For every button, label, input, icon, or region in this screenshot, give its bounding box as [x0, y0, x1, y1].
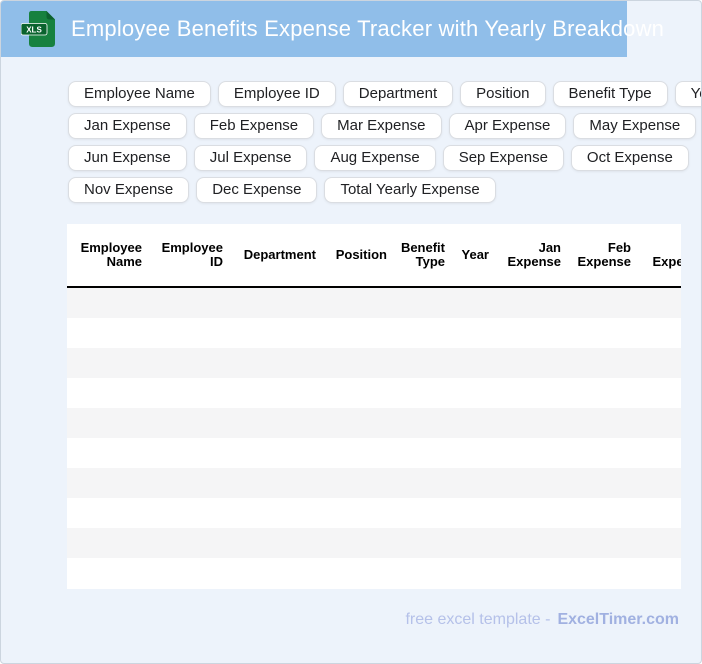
chip-mar-expense[interactable]: Mar Expense: [321, 113, 442, 139]
table-row: [67, 468, 681, 498]
chip-dec-expense[interactable]: Dec Expense: [196, 177, 318, 203]
chip-total-yearly-expense[interactable]: Total Yearly Expense: [324, 177, 496, 203]
field-chips: Employee Name Employee ID Department Pos…: [68, 81, 701, 203]
footer-text: free excel template -: [405, 611, 551, 628]
chip-nov-expense[interactable]: Nov Expense: [68, 177, 190, 203]
xls-file-icon: XLS: [21, 10, 55, 47]
table-row: [67, 558, 681, 588]
chip-year[interactable]: Year: [674, 81, 701, 107]
table-header-row: Employee Name Employee ID Department Pos…: [67, 224, 681, 288]
chip-row-1: Employee Name Employee ID Department Pos…: [68, 81, 701, 107]
title-banner: XLS Employee Benefits Expense Tracker wi…: [1, 1, 664, 57]
col-header-department: Department: [243, 247, 316, 262]
chip-aug-expense[interactable]: Aug Expense: [314, 145, 436, 171]
chip-feb-expense[interactable]: Feb Expense: [193, 113, 315, 139]
table-row: [67, 378, 681, 408]
page-title: Employee Benefits Expense Tracker with Y…: [71, 16, 665, 41]
chip-jun-expense[interactable]: Jun Expense: [68, 145, 187, 171]
chip-apr-expense[interactable]: Apr Expense: [448, 113, 567, 139]
spreadsheet-preview: Employee Name Employee ID Department Pos…: [67, 224, 681, 589]
chip-employee-name[interactable]: Employee Name: [68, 81, 211, 107]
table-row: [67, 528, 681, 558]
table-row: [67, 438, 681, 468]
chip-department[interactable]: Department: [342, 81, 454, 107]
xls-badge-text: XLS: [26, 25, 42, 34]
table-body: [67, 288, 681, 588]
chip-may-expense[interactable]: May Expense: [573, 113, 697, 139]
chip-sep-expense[interactable]: Sep Expense: [442, 145, 564, 171]
table-row: [67, 348, 681, 378]
col-header-jan-expense: Jan Expense: [507, 240, 561, 269]
col-header-employee-name: Employee Name: [80, 240, 142, 269]
table-row: [67, 318, 681, 348]
chip-row-2: Jan Expense Feb Expense Mar Expense Apr …: [68, 113, 701, 139]
chip-jan-expense[interactable]: Jan Expense: [68, 113, 187, 139]
col-header-year: Year: [461, 247, 489, 262]
chip-employee-id[interactable]: Employee ID: [217, 81, 336, 107]
col-header-benefit-type: Benefit Type: [400, 240, 445, 269]
chip-benefit-type[interactable]: Benefit Type: [552, 81, 668, 107]
chip-position[interactable]: Position: [460, 81, 546, 107]
chip-oct-expense[interactable]: Oct Expense: [570, 145, 689, 171]
table-row: [67, 288, 681, 318]
table-row: [67, 408, 681, 438]
footer-credit: free excel template - ExcelTimer.com: [1, 611, 679, 629]
table-row: [67, 498, 681, 528]
col-header-feb-expense: Feb Expense: [577, 240, 631, 269]
chip-row-3: Jun Expense Jul Expense Aug Expense Sep …: [68, 145, 701, 171]
col-header-employee-id: Employee ID: [161, 240, 223, 269]
col-header-position: Position: [335, 247, 387, 262]
chip-jul-expense[interactable]: Jul Expense: [193, 145, 308, 171]
footer-brand-link[interactable]: ExcelTimer.com: [557, 611, 679, 628]
col-header-mar-expense: Mar Expense: [652, 254, 681, 269]
chip-row-4: Nov Expense Dec Expense Total Yearly Exp…: [68, 177, 701, 203]
